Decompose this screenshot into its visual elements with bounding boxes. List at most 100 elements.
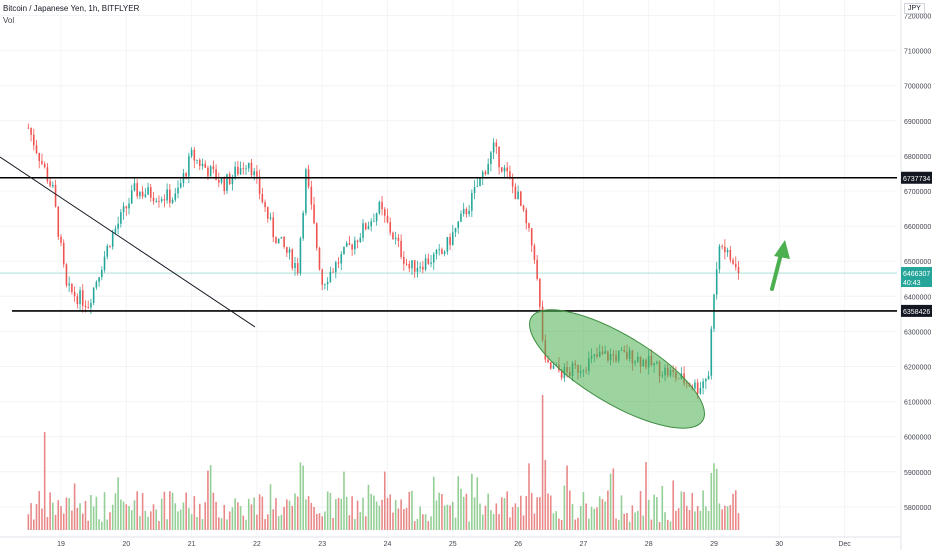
- volume-bar: [517, 507, 519, 530]
- candle-body: [92, 287, 95, 303]
- volume-bar: [555, 511, 557, 530]
- candle-body: [734, 263, 737, 267]
- volume-bar: [348, 515, 351, 530]
- volume-bar: [38, 490, 41, 530]
- grid-lines: [0, 0, 897, 537]
- volume-bar: [277, 516, 280, 530]
- candle-body: [383, 209, 386, 216]
- price-axis[interactable]: 7200000 7100000 7000000 6900000 6800000 67000…: [900, 0, 932, 550]
- volume-bar: [52, 502, 54, 530]
- y-tick-label: 6300000: [904, 329, 931, 336]
- volume-bar: [718, 503, 721, 530]
- currency-label[interactable]: JPY: [904, 3, 925, 14]
- candle-body: [468, 210, 470, 215]
- volume-bar: [710, 472, 713, 530]
- volume-bar: [729, 505, 732, 530]
- volume-bar: [392, 512, 394, 530]
- candle-body: [106, 245, 109, 257]
- volume-bar: [239, 506, 242, 530]
- candle-body: [149, 187, 152, 198]
- volume-bar: [471, 473, 473, 530]
- volume-bar: [511, 507, 514, 530]
- volume-bar: [256, 514, 258, 530]
- candle-body: [432, 254, 435, 263]
- volume-bar: [46, 517, 49, 530]
- volume-bar: [541, 395, 544, 530]
- y-tick-label: 6100000: [904, 400, 931, 407]
- volume-bar: [228, 511, 231, 530]
- volume-bar: [122, 501, 125, 530]
- candle-body: [435, 249, 438, 255]
- volume-bar: [642, 515, 645, 530]
- candle-body: [500, 167, 503, 172]
- candles: [27, 123, 740, 399]
- candle-body: [394, 237, 397, 239]
- volume-bar: [209, 465, 212, 530]
- candle-body: [103, 256, 106, 271]
- candle-body: [446, 236, 449, 252]
- volume-bar: [182, 502, 185, 530]
- y-tick-label: 6800000: [904, 154, 931, 161]
- volume-bar: [329, 492, 332, 530]
- volume-bar: [231, 507, 234, 530]
- candle-body: [473, 187, 476, 194]
- volume-bar: [574, 519, 577, 530]
- volume-bar: [258, 494, 261, 530]
- candle-body: [354, 240, 356, 250]
- candle-body: [549, 362, 552, 369]
- candle-body: [400, 240, 402, 257]
- x-tick-label: 24: [384, 541, 392, 548]
- level-price-label: 6737734: [903, 176, 930, 183]
- volume-bar: [525, 496, 528, 530]
- volume-bar: [62, 513, 65, 530]
- volume-bar: [579, 506, 582, 530]
- volume-bar: [558, 518, 560, 530]
- volume-bar: [324, 511, 326, 530]
- volume-bar: [734, 490, 737, 530]
- candle-body: [160, 199, 163, 202]
- candle-body: [386, 215, 389, 223]
- volume-bar: [32, 519, 35, 530]
- x-tick-label: 27: [580, 541, 588, 548]
- candle-body: [190, 149, 193, 157]
- volume-bar: [454, 517, 457, 530]
- volume-bar: [560, 520, 563, 530]
- volume-bar: [106, 519, 109, 530]
- candle-body: [324, 284, 326, 285]
- candle-body: [348, 243, 351, 245]
- candle-body: [68, 283, 70, 286]
- candle-body: [218, 179, 220, 183]
- candle-body: [49, 181, 51, 187]
- volume-bar: [568, 490, 571, 530]
- volume-bar: [449, 505, 451, 530]
- trendline: [0, 156, 256, 328]
- volume-bar: [57, 500, 60, 530]
- volume-bar: [465, 493, 468, 530]
- volume-bars: [27, 395, 740, 530]
- volume-bar: [424, 514, 427, 530]
- volume-bar: [35, 504, 38, 530]
- candle-body: [71, 283, 73, 292]
- volume-bar: [68, 498, 70, 530]
- volume-bar: [375, 501, 378, 530]
- candle-body: [449, 236, 451, 245]
- candle-body: [152, 197, 155, 202]
- candle-body: [109, 245, 111, 247]
- candle-body: [52, 184, 54, 187]
- y-tick-label: 6400000: [904, 294, 931, 301]
- candle-body: [487, 163, 489, 175]
- volume-bar: [468, 521, 470, 530]
- candle-body: [479, 177, 481, 187]
- candle-body: [242, 168, 245, 170]
- candle-body: [514, 186, 517, 200]
- volume-bar: [370, 494, 372, 530]
- volume-bar: [76, 507, 79, 530]
- candle-body: [302, 212, 304, 239]
- candle-body: [375, 213, 378, 222]
- candle-body: [272, 217, 275, 238]
- candle-body: [392, 232, 394, 239]
- volume-bar: [675, 510, 677, 530]
- time-axis[interactable]: 19 20 21 22 23 24 25 26 27 28 29 30 Dec: [0, 536, 901, 548]
- candle-body: [552, 365, 555, 369]
